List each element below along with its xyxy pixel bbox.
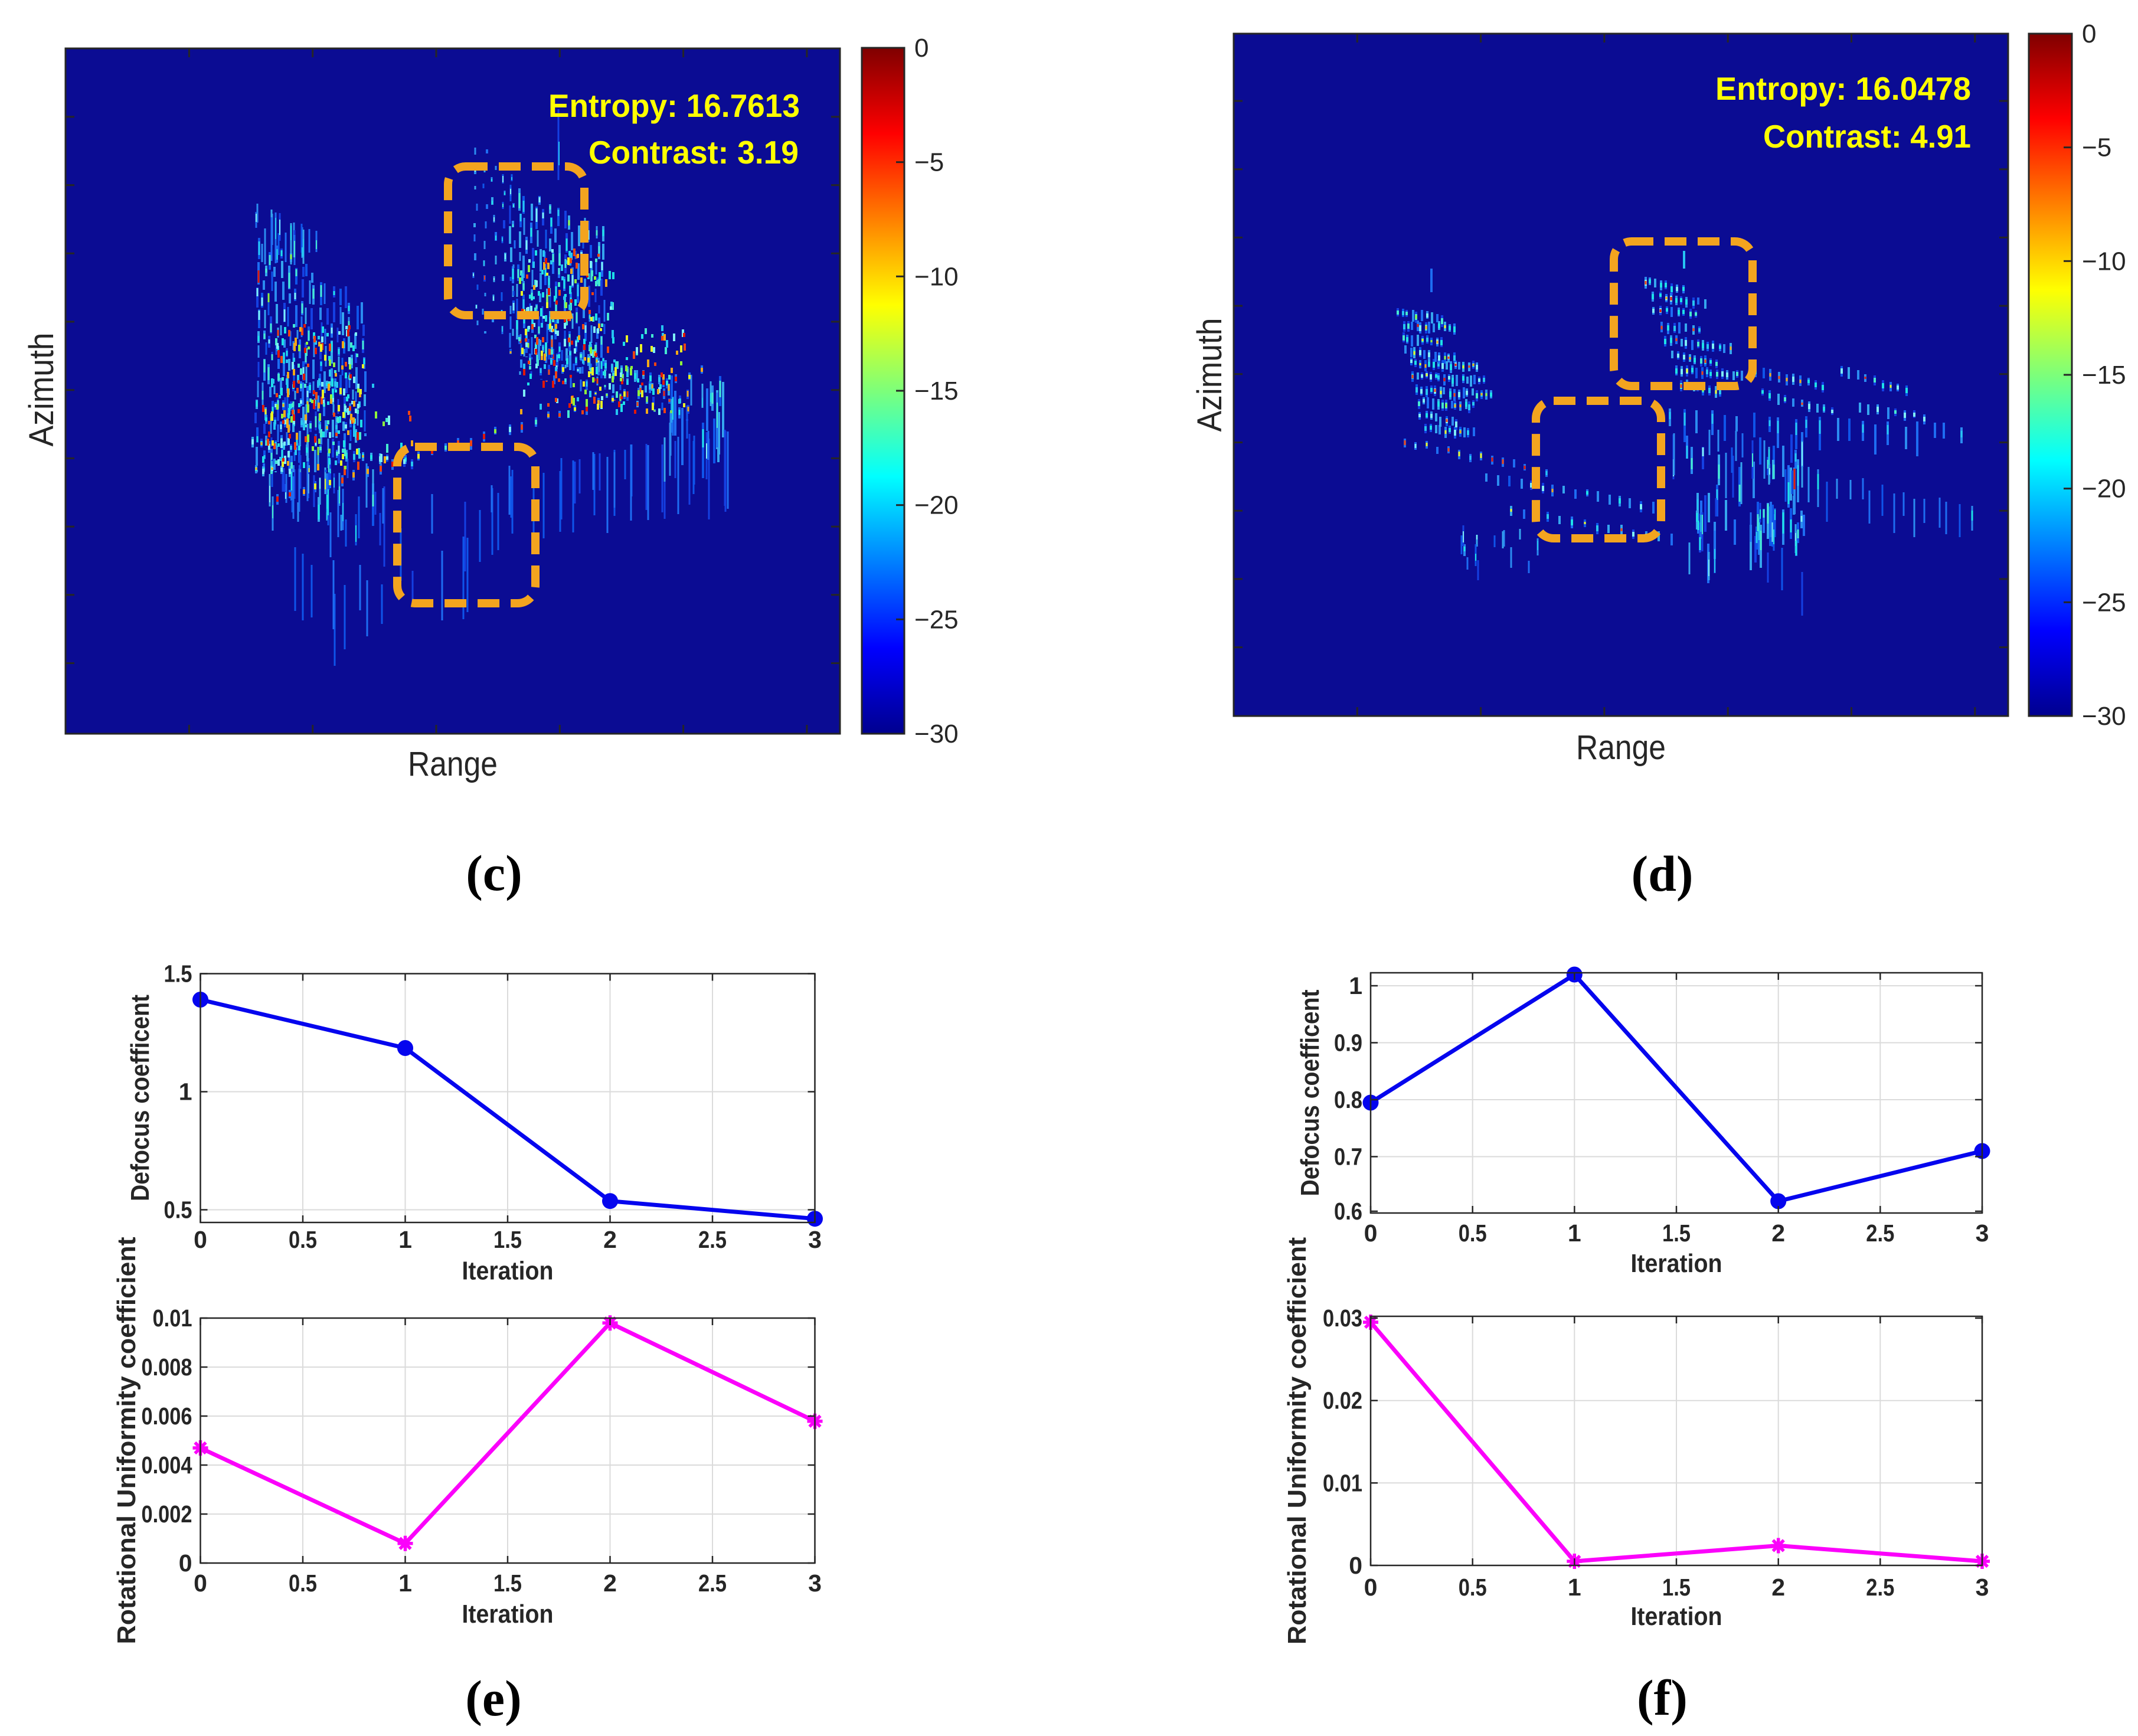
svg-text:(e): (e): [465, 1670, 521, 1727]
svg-text:0.008: 0.008: [142, 1354, 192, 1381]
svg-text:0: 0: [2082, 19, 2096, 48]
svg-text:Contrast: 3.19: Contrast: 3.19: [589, 134, 799, 171]
svg-text:−10: −10: [2082, 247, 2126, 276]
svg-text:−20: −20: [2082, 475, 2126, 504]
svg-text:2.5: 2.5: [1866, 1574, 1894, 1601]
svg-text:0.5: 0.5: [289, 1570, 317, 1597]
svg-text:1.5: 1.5: [493, 1570, 522, 1597]
svg-text:0.5: 0.5: [289, 1226, 317, 1253]
svg-text:1.5: 1.5: [164, 960, 192, 988]
svg-text:Entropy: 16.0478: Entropy: 16.0478: [1715, 70, 1971, 107]
svg-text:0.002: 0.002: [142, 1500, 192, 1528]
svg-text:1: 1: [179, 1078, 192, 1106]
svg-text:0: 0: [1364, 1220, 1378, 1247]
svg-text:1: 1: [398, 1226, 412, 1253]
svg-text:1: 1: [1568, 1220, 1581, 1247]
svg-text:Range: Range: [1576, 728, 1666, 767]
svg-text:0.5: 0.5: [164, 1196, 192, 1224]
svg-text:1.5: 1.5: [1662, 1220, 1691, 1247]
svg-text:2.5: 2.5: [698, 1226, 727, 1253]
svg-text:0.01: 0.01: [1323, 1469, 1362, 1496]
svg-text:Iteration: Iteration: [1631, 1249, 1722, 1278]
svg-text:(c): (c): [466, 845, 522, 901]
svg-text:0.004: 0.004: [142, 1451, 192, 1479]
svg-text:Rotational Uniformity coeffici: Rotational Uniformity coefficient: [1283, 1237, 1312, 1645]
svg-text:−25: −25: [914, 605, 959, 634]
svg-text:−5: −5: [914, 148, 944, 177]
svg-text:0: 0: [1349, 1552, 1362, 1579]
svg-text:Azimuth: Azimuth: [22, 333, 61, 447]
svg-text:Contrast: 4.91: Contrast: 4.91: [1763, 118, 1971, 155]
svg-text:0.7: 0.7: [1334, 1143, 1362, 1171]
svg-text:Iteration: Iteration: [462, 1257, 554, 1286]
svg-text:1: 1: [1349, 972, 1362, 999]
svg-text:−25: −25: [2082, 588, 2126, 617]
svg-text:−20: −20: [914, 491, 959, 520]
svg-text:0.006: 0.006: [142, 1402, 192, 1430]
svg-text:(f): (f): [1637, 1669, 1688, 1726]
svg-text:Range: Range: [408, 745, 498, 783]
svg-text:0.02: 0.02: [1323, 1387, 1362, 1414]
svg-text:2: 2: [1771, 1574, 1785, 1601]
svg-text:Rotational Uniformity coeffici: Rotational Uniformity coefficient: [112, 1237, 141, 1644]
svg-text:3: 3: [808, 1226, 822, 1253]
svg-text:Iteration: Iteration: [1631, 1602, 1722, 1631]
svg-text:0.8: 0.8: [1334, 1086, 1362, 1113]
svg-text:−15: −15: [2082, 361, 2126, 390]
svg-text:−30: −30: [2082, 702, 2126, 731]
svg-text:0.5: 0.5: [1459, 1220, 1487, 1247]
svg-text:0.03: 0.03: [1323, 1305, 1362, 1332]
svg-text:Iteration: Iteration: [462, 1600, 554, 1629]
svg-text:0.01: 0.01: [153, 1305, 192, 1332]
svg-text:0: 0: [194, 1570, 207, 1597]
svg-text:(d): (d): [1631, 845, 1693, 902]
svg-text:−10: −10: [914, 262, 959, 291]
svg-text:0: 0: [914, 34, 929, 63]
svg-text:1.5: 1.5: [1662, 1574, 1691, 1601]
svg-text:2: 2: [1771, 1220, 1785, 1247]
svg-text:−15: −15: [914, 377, 959, 406]
svg-text:Azimuth: Azimuth: [1191, 318, 1229, 432]
svg-text:0.5: 0.5: [1459, 1574, 1487, 1601]
svg-text:3: 3: [808, 1570, 822, 1597]
svg-text:1: 1: [1568, 1574, 1581, 1601]
svg-text:0: 0: [179, 1549, 192, 1577]
svg-text:2.5: 2.5: [1866, 1220, 1894, 1247]
svg-text:3: 3: [1976, 1220, 1989, 1247]
svg-text:0.6: 0.6: [1334, 1198, 1362, 1225]
svg-text:0: 0: [194, 1226, 207, 1253]
svg-text:0.9: 0.9: [1334, 1029, 1362, 1057]
svg-text:2: 2: [603, 1570, 617, 1597]
svg-text:3: 3: [1976, 1574, 1989, 1601]
svg-text:1.5: 1.5: [493, 1226, 522, 1253]
svg-text:2: 2: [603, 1226, 617, 1253]
svg-text:Defocus coefficent: Defocus coefficent: [1296, 989, 1325, 1196]
svg-text:0: 0: [1364, 1574, 1378, 1601]
svg-text:−30: −30: [914, 720, 959, 748]
svg-text:−5: −5: [2082, 133, 2111, 162]
svg-text:Defocus coefficent: Defocus coefficent: [126, 995, 155, 1201]
svg-text:2.5: 2.5: [698, 1570, 727, 1597]
svg-text:Entropy: 16.7613: Entropy: 16.7613: [548, 87, 800, 124]
svg-text:1: 1: [398, 1570, 412, 1597]
